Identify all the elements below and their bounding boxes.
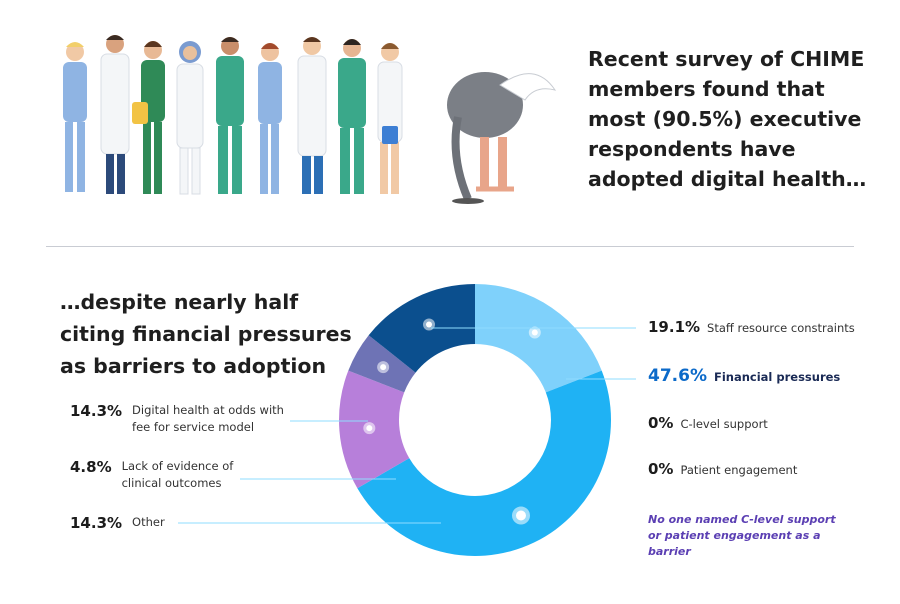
section-divider — [46, 246, 854, 247]
legend-label: Financial pressures — [713, 370, 841, 384]
donut-slice-financial-pressures — [357, 370, 611, 556]
worker-figure-6 — [258, 43, 282, 194]
legend-item-staff: 19.1% Staff resource constraints — [648, 318, 855, 337]
legend-label: Digital health at odds with fee for serv… — [132, 403, 284, 434]
slice-marker — [515, 510, 526, 521]
legend-label: Patient engagement — [680, 463, 798, 477]
worker-figure-3 — [132, 41, 165, 194]
legend-pct: 0% — [648, 414, 674, 432]
slice-marker — [366, 425, 373, 432]
worker-figure-8 — [338, 39, 366, 194]
slice-marker — [426, 321, 433, 328]
legend-item-c-level: 0% C-level support — [648, 414, 768, 433]
donut-slices — [339, 284, 611, 556]
legend-pct: 14.3% — [70, 402, 123, 420]
legend-item-fee-for-service: 14.3% Digital health at odds with fee fo… — [70, 402, 297, 436]
worker-figure-4 — [176, 41, 204, 195]
legend-pct: 19.1% — [648, 318, 701, 336]
slice-marker — [380, 364, 387, 371]
legend-item-other: 14.3% Other — [70, 514, 165, 532]
legend-label: Staff resource constraints — [707, 321, 855, 335]
donut-slice-digital-health-at-odds-with-fee-for-service-model — [368, 284, 475, 373]
legend-label: C-level support — [680, 417, 768, 431]
legend-pct: 47.6% — [648, 366, 707, 386]
ostrich-illustration — [447, 72, 557, 204]
subheadline: …despite nearly half citing financial pr… — [60, 290, 352, 378]
legend-item-evidence: 4.8% Lack of evidence of clinical outcom… — [70, 458, 247, 492]
worker-figure-2 — [100, 35, 130, 194]
worker-figure-7 — [297, 37, 327, 194]
legend-pct: 14.3% — [70, 514, 123, 532]
slice-markers — [363, 318, 541, 525]
slice-marker — [531, 329, 538, 336]
worker-figure-1 — [63, 42, 87, 192]
donut-chart — [339, 284, 611, 556]
legend-pct: 4.8% — [70, 458, 112, 476]
footnote: No one named C-level support or patient … — [648, 513, 836, 558]
legend-label: Other — [132, 515, 165, 529]
legend-pct: 0% — [648, 460, 674, 478]
healthcare-workers-illustration — [63, 35, 403, 195]
worker-figure-5 — [216, 37, 244, 194]
donut-slice-staff-resource-constraints — [475, 284, 602, 393]
worker-figure-9 — [377, 43, 403, 194]
legend-item-financial: 47.6% Financial pressures — [648, 366, 840, 386]
legend-item-patient: 0% Patient engagement — [648, 460, 797, 479]
legend-label: Lack of evidence of clinical outcomes — [121, 459, 234, 490]
headline: Recent survey of CHIME members found tha… — [588, 47, 867, 191]
